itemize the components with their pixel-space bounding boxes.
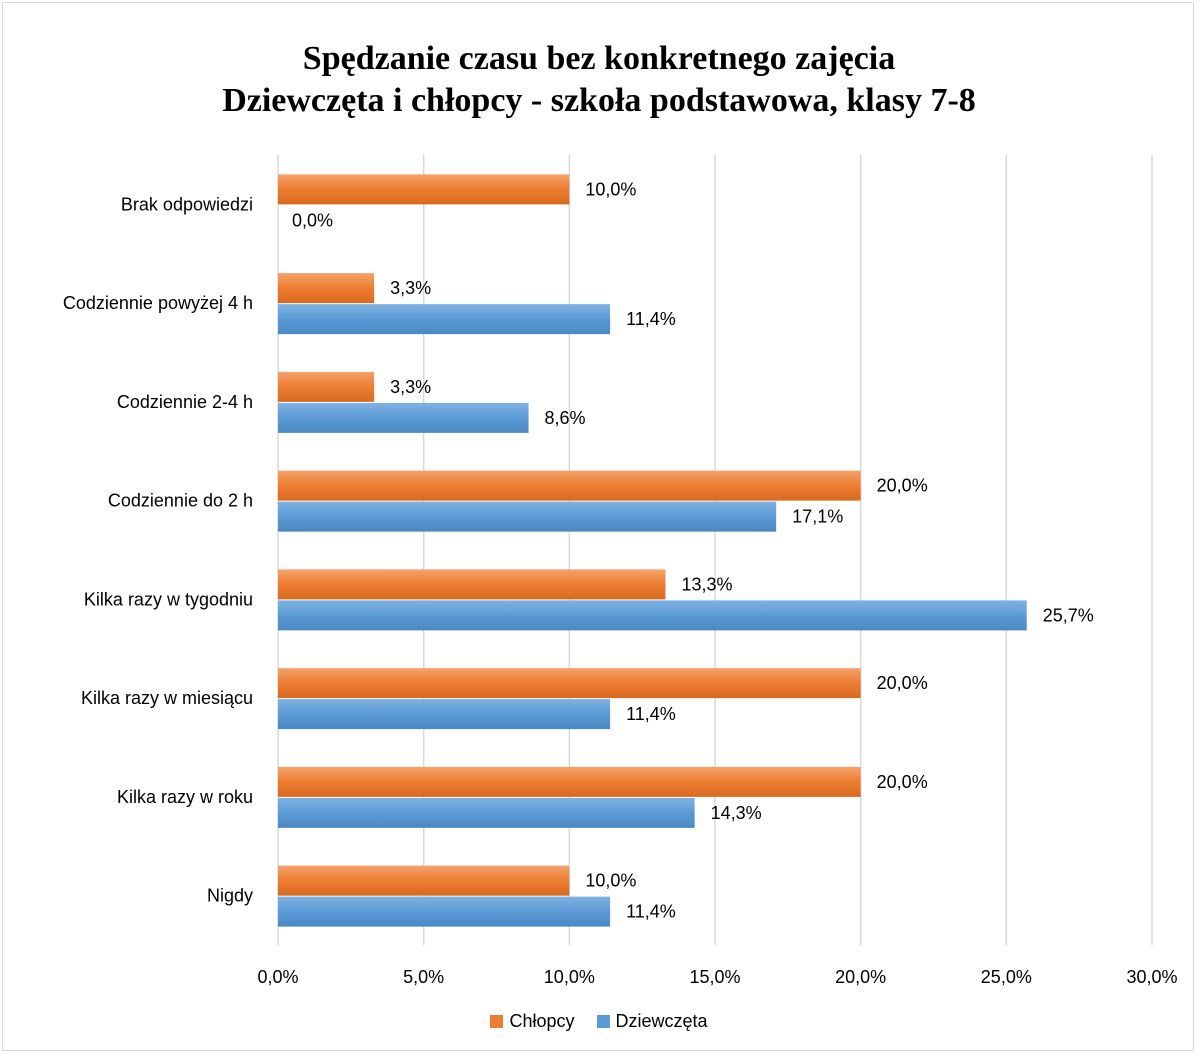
data-label-girls: 25,7%	[1043, 605, 1094, 625]
category-label: Kilka razy w miesiącu	[81, 688, 253, 708]
bar-boys	[278, 569, 666, 600]
bar-chart: 0,0% 5,0% 10,0% 15,0% 20,0% 25,0% 30,0% Brak od…	[63, 155, 1178, 987]
bar-girls	[278, 699, 611, 730]
bar-girls	[278, 600, 1027, 631]
x-tick-label: 30,0%	[1126, 967, 1177, 987]
bar-boys	[278, 470, 861, 501]
bar-girls	[278, 304, 611, 335]
bar-boys	[278, 865, 570, 896]
data-label-boys: 20,0%	[877, 673, 928, 693]
bar-boys	[278, 273, 375, 304]
data-label-girls: 8,6%	[545, 408, 586, 428]
data-label-boys: 10,0%	[585, 179, 636, 199]
x-tick-label: 15,0%	[689, 967, 740, 987]
category-label: Codziennie powyżej 4 h	[63, 293, 253, 313]
data-label-boys: 20,0%	[877, 772, 928, 792]
category-label: Codziennie do 2 h	[108, 491, 253, 511]
chart-title-line-1: Spędzanie czasu bez konkretnego zajęcia	[302, 40, 896, 77]
bar-girls	[278, 402, 529, 433]
chart-title-line-2: Dziewczęta i chłopcy - szkoła podstawowa…	[222, 82, 976, 119]
category-label: Kilka razy w roku	[117, 787, 253, 807]
category-label: Nigdy	[207, 886, 253, 906]
bar-girls	[278, 797, 695, 828]
x-tick-label: 20,0%	[835, 967, 886, 987]
bar-girls	[278, 896, 611, 927]
x-tick-label: 25,0%	[981, 967, 1032, 987]
bar-boys	[278, 668, 861, 699]
data-label-girls: 17,1%	[792, 507, 843, 527]
data-label-girls: 11,4%	[626, 704, 676, 724]
x-tick-label: 10,0%	[544, 967, 595, 987]
bar-boys	[278, 371, 375, 402]
bar-boys	[278, 766, 861, 797]
legend-label-boys: Chłopcy	[509, 1011, 575, 1031]
data-label-boys: 13,3%	[681, 574, 732, 594]
x-tick-label: 5,0%	[403, 967, 444, 987]
data-label-boys: 3,3%	[390, 278, 431, 298]
data-label-girls: 14,3%	[711, 803, 762, 823]
legend-swatch-girls	[596, 1015, 610, 1028]
category-label: Kilka razy w tygodniu	[84, 589, 253, 609]
category-label: Codziennie 2-4 h	[117, 392, 253, 412]
bar-girls	[278, 501, 777, 532]
legend: Chłopcy Dziewczęta	[0, 1011, 1198, 1032]
legend-item-girls: Dziewczęta	[596, 1011, 708, 1032]
data-label-girls: 11,4%	[626, 902, 676, 922]
category-label: Brak odpowiedzi	[121, 194, 253, 214]
data-label-boys: 20,0%	[877, 476, 928, 496]
data-label-boys: 3,3%	[390, 377, 431, 397]
bar-boys	[278, 174, 570, 205]
legend-swatch-boys	[490, 1015, 504, 1028]
legend-item-boys: Chłopcy	[490, 1011, 575, 1032]
data-label-boys: 10,0%	[585, 871, 636, 891]
data-label-girls: 0,0%	[292, 210, 333, 230]
data-label-girls: 11,4%	[626, 309, 676, 329]
x-tick-label: 0,0%	[257, 967, 298, 987]
legend-label-girls: Dziewczęta	[615, 1011, 708, 1031]
